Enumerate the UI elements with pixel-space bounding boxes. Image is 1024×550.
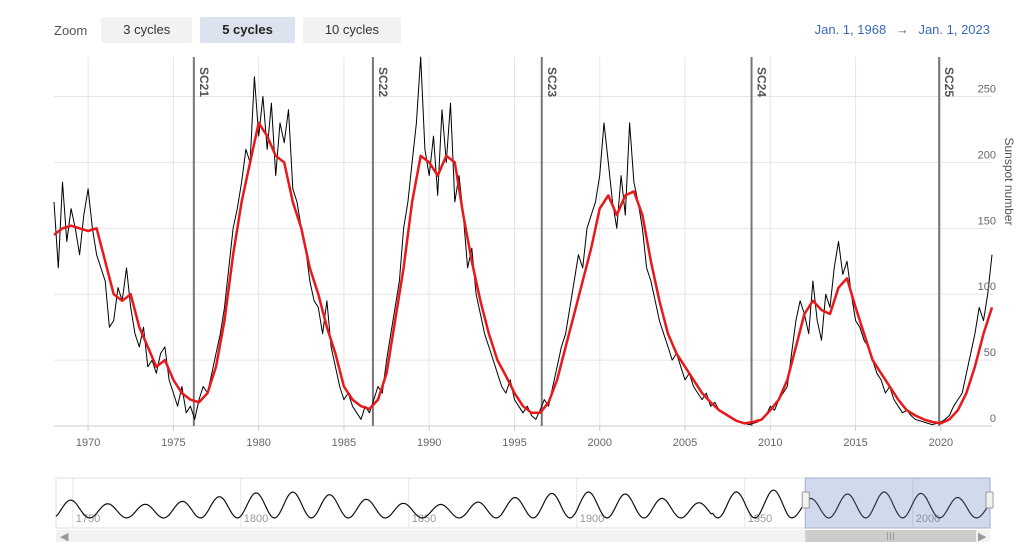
x-tick-label: 2010: [758, 437, 782, 449]
navigator[interactable]: 1750 1800 1850 1900 1950 2000 III ◀ ▶: [55, 477, 994, 543]
navigator-label: 1850: [412, 513, 436, 525]
cycle-marker-label: SC22: [376, 67, 390, 97]
monthly-sunspot-line: [53, 56, 993, 426]
range-end-date[interactable]: Jan. 1, 2023: [918, 22, 990, 37]
navigator-series: [55, 489, 991, 519]
date-range-display: Jan. 1, 1968 → Jan. 1, 2023: [815, 22, 990, 37]
navigator-label: 1900: [580, 513, 604, 525]
zoom-3-cycles-button[interactable]: 3 cycles: [101, 17, 193, 43]
x-tick-label: 1980: [246, 437, 270, 449]
x-tick-label: 1990: [417, 437, 441, 449]
range-start-date[interactable]: Jan. 1, 1968: [814, 22, 887, 37]
navigator-selection[interactable]: [804, 477, 991, 529]
navigator-right-handle[interactable]: [985, 491, 994, 509]
x-axis: 1970 1975 1980 1985 1990 1995 2000 2005 2010 2015…: [76, 426, 953, 449]
navigator-label: 1750: [76, 513, 100, 525]
cycle-marker-label: SC23: [545, 67, 559, 97]
x-tick-label: 1995: [502, 437, 526, 449]
zoom-label: Zoom: [54, 22, 88, 38]
scrollbar-thumb[interactable]: [805, 530, 976, 542]
y-tick-label: 250: [978, 84, 996, 96]
cycle-marker-label: SC21: [197, 67, 211, 97]
smoothed-sunspot-line: [53, 121, 994, 425]
y-tick-label: 150: [978, 215, 996, 227]
x-tick-label: 1975: [161, 437, 185, 449]
x-tick-label: 2020: [929, 437, 953, 449]
x-tick-label: 1970: [76, 437, 100, 449]
y-tick-label: 0: [990, 413, 996, 425]
scroll-left-arrow[interactable]: ◀: [60, 531, 69, 543]
navigator-label: 1800: [244, 513, 268, 525]
cycle-marker-label: SC25: [942, 67, 956, 97]
zoom-bar: Zoom 3 cycles 5 cycles 10 cycles: [54, 17, 402, 43]
x-tick-label: 2005: [673, 437, 697, 449]
zoom-5-cycles-button[interactable]: 5 cycles: [200, 17, 295, 43]
chart-grid: [54, 57, 992, 427]
navigator-left-handle[interactable]: [801, 491, 810, 509]
scrollbar-track[interactable]: [56, 530, 990, 542]
y-tick-label: 50: [984, 347, 996, 359]
y-axis-title: Sunspot number: [1002, 137, 1016, 225]
scroll-right-arrow[interactable]: ▶: [978, 531, 987, 543]
y-tick-label: 200: [978, 149, 996, 161]
zoom-10-cycles-button[interactable]: 10 cycles: [302, 17, 402, 43]
y-tick-label: 100: [978, 281, 996, 293]
cycle-markers: SC21 SC22 SC23 SC24 SC25: [192, 57, 956, 426]
y-axis: 0 50 100 150 200 250: [978, 84, 996, 425]
scrollbar-grip: III: [886, 531, 895, 543]
x-tick-label: 1985: [332, 437, 356, 449]
x-tick-label: 2000: [588, 437, 612, 449]
navigator-label: 1950: [748, 513, 772, 525]
x-tick-label: 2015: [843, 437, 867, 449]
navigator-label: 2000: [916, 513, 940, 525]
range-arrow: →: [895, 22, 909, 37]
chart-series: [53, 56, 994, 426]
cycle-marker-label: SC24: [755, 67, 769, 97]
